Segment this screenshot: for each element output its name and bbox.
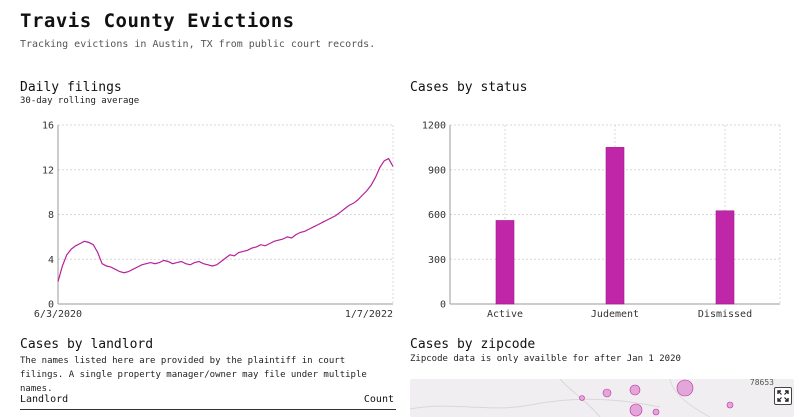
x-tick-label: Dismissed [698, 309, 752, 320]
map-bubble [579, 395, 585, 401]
cases-by-landlord-title: Cases by landlord [20, 337, 154, 352]
map-background [410, 379, 734, 417]
bar [715, 210, 735, 305]
col-header-count[interactable]: Count [363, 394, 394, 405]
y-tick-label: 0 [440, 300, 446, 311]
y-tick-label: 300 [428, 255, 446, 266]
expand-icon[interactable] [774, 387, 792, 405]
map-zip-label: 78653 [749, 379, 774, 387]
bar [605, 147, 625, 305]
page-title: Travis County Evictions [20, 10, 295, 32]
map-bubble [726, 401, 734, 409]
y-tick-label: 8 [48, 210, 54, 221]
y-tick-label: 1200 [422, 121, 446, 132]
landlord-table-header: Landlord Count [20, 394, 396, 405]
page-subtitle: Tracking evictions in Austin, TX from pu… [20, 39, 376, 50]
bar [495, 220, 515, 305]
cases-by-landlord-description: The names listed here are provided by th… [20, 356, 367, 394]
col-header-landlord[interactable]: Landlord [20, 394, 69, 405]
map-bubble [652, 408, 660, 416]
x-tick-label: 6/3/2020 [34, 309, 82, 320]
x-tick-label: 1/7/2022 [345, 309, 393, 320]
map-bubble [602, 388, 612, 398]
zipcode-map[interactable]: 78653 [410, 379, 794, 417]
x-tick-label: Active [487, 309, 523, 320]
daily-filings-subtitle: 30-day rolling average [20, 96, 140, 106]
y-tick-label: 12 [42, 165, 54, 176]
cases-by-status-title: Cases by status [410, 80, 528, 95]
cases-by-zipcode-description: Zipcode data is only availble for after … [410, 354, 681, 364]
map-bubble [676, 379, 694, 397]
y-tick-label: 4 [48, 255, 54, 266]
y-tick-label: 16 [42, 121, 54, 132]
table-header-divider [20, 409, 396, 410]
y-tick-label: 0 [48, 300, 54, 311]
y-tick-label: 900 [428, 165, 446, 176]
map-bubble [629, 403, 643, 417]
cases-by-zipcode-title: Cases by zipcode [410, 337, 536, 352]
x-tick-label: Judement [591, 309, 639, 320]
y-tick-label: 600 [428, 210, 446, 221]
cases-by-status-chart: 0 300 600 900 1200 Active Judement Dismissed [422, 121, 781, 320]
daily-filings-chart: 0 4 8 12 16 6/3/2020 1/7/2022 [34, 121, 394, 320]
map-bubble [629, 384, 641, 396]
daily-filings-title: Daily filings [20, 80, 122, 95]
series-line [57, 157, 394, 282]
